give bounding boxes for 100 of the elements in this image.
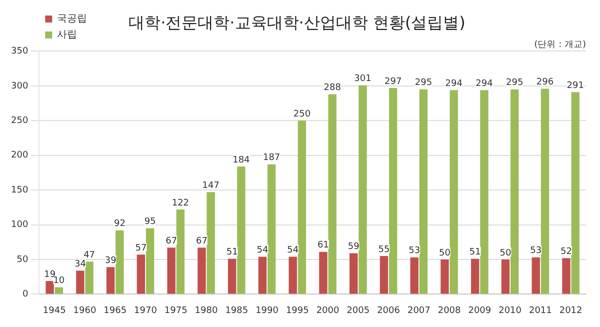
data-label: 122 <box>172 198 190 208</box>
y-tick-label: 200 <box>10 150 28 161</box>
data-label: 51 <box>469 248 481 258</box>
bar <box>380 256 388 294</box>
y-tick-label: 100 <box>10 220 28 230</box>
data-label: 295 <box>506 78 524 88</box>
data-label: 291 <box>566 81 584 92</box>
legend-label: 국공립 <box>57 14 88 25</box>
bar <box>532 257 540 294</box>
data-label: 54 <box>256 246 268 256</box>
bar <box>167 248 176 294</box>
x-tick-label: 2009 <box>468 306 492 316</box>
x-tick-label: 1975 <box>164 306 188 316</box>
data-label: 10 <box>53 276 65 286</box>
x-tick-label: 1995 <box>286 306 309 316</box>
data-label: 34 <box>74 259 86 270</box>
data-label: 67 <box>166 236 178 247</box>
bar <box>540 88 550 294</box>
data-label: 294 <box>476 78 494 89</box>
text: (단위 : 개교) <box>534 40 586 50</box>
x-tick-label: 2008 <box>438 306 462 316</box>
data-label: 54 <box>287 246 299 256</box>
bar <box>228 258 236 294</box>
bar <box>106 267 115 294</box>
bar <box>54 287 64 294</box>
x-tick-label: 2006 <box>377 306 400 316</box>
bar <box>388 88 398 294</box>
bar <box>501 259 510 294</box>
x-tick-label: 2005 <box>346 306 370 316</box>
data-label: 53 <box>408 246 420 256</box>
data-label: 295 <box>414 78 432 88</box>
bar <box>267 164 276 294</box>
x-tick-label: 1990 <box>256 306 279 316</box>
data-label: 52 <box>560 246 572 257</box>
bar <box>328 94 336 294</box>
bar <box>85 262 94 294</box>
y-tick-label: 150 <box>10 185 28 196</box>
x-tick-label: 2010 <box>498 306 522 316</box>
x-tick-label: 1985 <box>225 306 248 316</box>
data-label: 288 <box>324 83 342 94</box>
data-label: 47 <box>84 250 96 260</box>
data-label: 250 <box>293 109 311 120</box>
x-tick-label: 2012 <box>559 306 582 316</box>
data-label: 51 <box>226 248 238 258</box>
data-label: 294 <box>445 78 463 89</box>
data-label: 67 <box>196 236 208 247</box>
bar <box>146 228 154 294</box>
data-label: 55 <box>378 244 390 255</box>
data-label: 297 <box>384 76 402 87</box>
x-tick-label: 1970 <box>134 306 158 316</box>
bar <box>471 258 480 294</box>
data-label: 296 <box>536 78 554 88</box>
bar <box>116 230 124 294</box>
x-tick-label: 1980 <box>194 306 218 316</box>
x-tick-label: 1960 <box>73 306 96 316</box>
data-label: 95 <box>144 217 156 228</box>
data-label: 53 <box>530 246 542 256</box>
x-tick-label: 2000 <box>316 306 340 316</box>
bar <box>298 120 306 294</box>
bar <box>410 257 418 294</box>
data-label: 187 <box>262 153 280 164</box>
y-tick-label: 350 <box>10 46 28 57</box>
bar <box>176 209 185 294</box>
bar <box>76 270 84 294</box>
x-tick-label: 1965 <box>104 306 127 316</box>
y-tick-label: 300 <box>10 81 28 92</box>
y-tick-label: 250 <box>10 116 28 126</box>
bar <box>288 256 297 294</box>
bar <box>358 85 367 294</box>
data-label: 39 <box>104 256 117 266</box>
data-label: 50 <box>439 248 451 258</box>
bar <box>419 89 428 294</box>
bar <box>319 252 328 294</box>
y-tick-label: 0 <box>22 290 28 300</box>
chart-title: 대학·전문대학·교육대학·산업대학 현황(설립별) <box>128 12 466 32</box>
bar <box>206 192 215 294</box>
bar <box>258 256 267 294</box>
x-tick-label: 2011 <box>528 306 552 316</box>
legend-label: 사립 <box>57 30 78 41</box>
bar <box>136 254 146 294</box>
x-tick-label: 1945 <box>42 306 66 316</box>
data-label: 301 <box>354 74 372 84</box>
bar <box>562 258 570 294</box>
data-label: 92 <box>114 219 126 230</box>
bar <box>450 90 458 294</box>
data-label: 57 <box>135 243 147 254</box>
bar <box>440 259 449 294</box>
data-label: 184 <box>232 155 250 166</box>
bar <box>46 281 54 294</box>
y-tick-label: 50 <box>16 254 28 265</box>
bar <box>480 90 488 294</box>
data-label: 19 <box>44 270 56 280</box>
bar <box>237 166 246 294</box>
x-tick-label: 2007 <box>407 306 430 316</box>
bar <box>350 253 358 294</box>
data-label: 59 <box>348 242 360 252</box>
bar <box>571 92 580 294</box>
bar <box>510 89 519 294</box>
data-label: 61 <box>317 240 329 251</box>
data-label: 147 <box>202 180 220 191</box>
